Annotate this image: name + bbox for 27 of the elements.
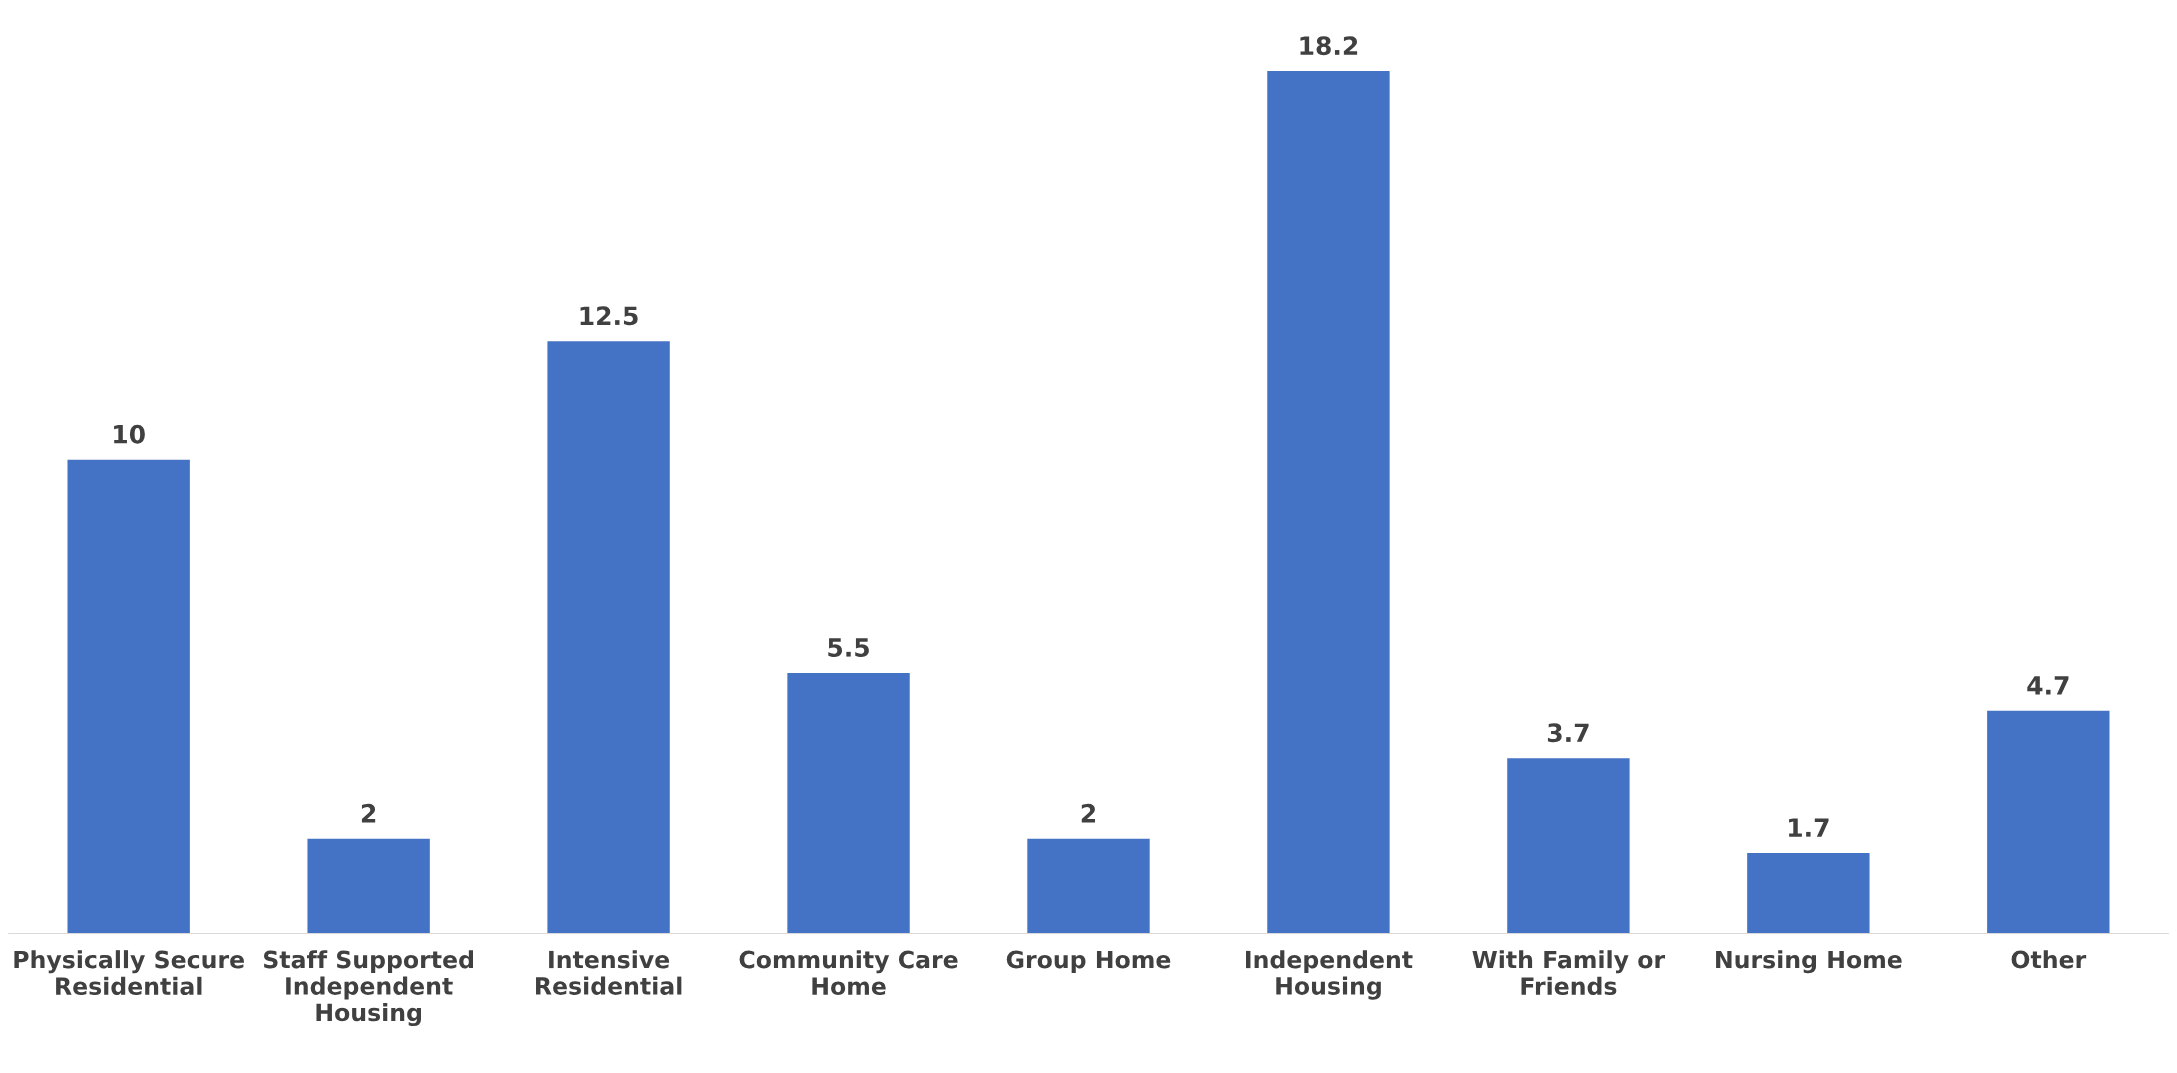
- data-label: 2: [1081, 803, 1096, 823]
- bar: [1267, 71, 1390, 934]
- x-tick-label: With Family or Friends: [1472, 950, 1666, 996]
- x-tick-label: Other: [2011, 950, 2087, 969]
- data-label: 10: [114, 424, 145, 444]
- x-tick-label: Staff Supported Independent Housing: [264, 950, 473, 1027]
- data-label: 3.7: [1547, 723, 1589, 743]
- bar: [67, 459, 190, 934]
- bar: [787, 672, 910, 934]
- bar: [1027, 838, 1150, 934]
- x-tick-label: Group Home: [1006, 950, 1171, 974]
- data-label: 1.7: [1789, 818, 1829, 837]
- x-tick-label: Physically Secure Residential: [14, 950, 244, 996]
- bar: [307, 838, 430, 934]
- x-tick-label: Independent Housing: [1246, 950, 1413, 1000]
- x-tick-label: Nursing Home: [1716, 950, 1902, 974]
- data-label: 4.7: [2027, 676, 2069, 695]
- bar: [1747, 852, 1870, 934]
- data-label: 5.5: [828, 638, 869, 657]
- x-tick-label: Intensive Residential: [536, 950, 682, 995]
- data-label: 2: [361, 803, 376, 823]
- bar: [1507, 758, 1630, 934]
- bar: [547, 341, 670, 934]
- bar: [1987, 710, 2110, 934]
- data-label: 12.5: [580, 306, 638, 326]
- x-tick-label: Community Care Home: [739, 950, 958, 996]
- data-label: 18.2: [1300, 36, 1358, 56]
